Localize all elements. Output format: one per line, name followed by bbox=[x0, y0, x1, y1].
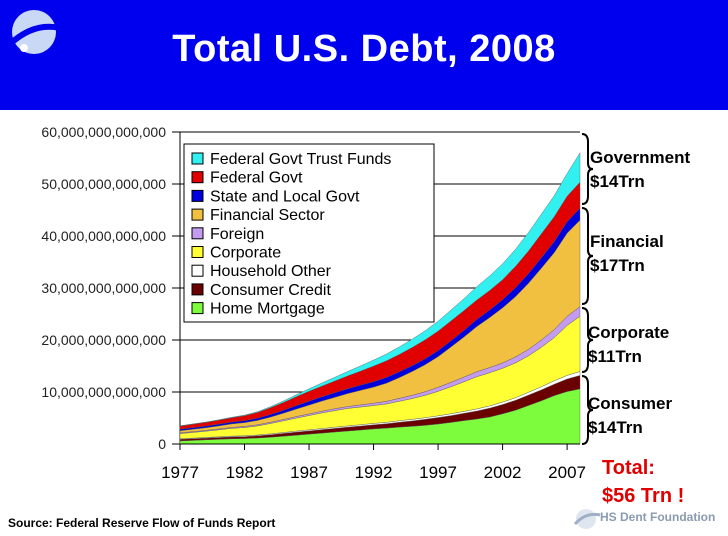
legend-swatch bbox=[191, 171, 204, 184]
annotation-consumer-value: $14Trn bbox=[588, 418, 643, 437]
legend-swatch bbox=[191, 283, 204, 296]
y-axis: 60,000,000,000,000 50,000,000,000,000 40,0… bbox=[41, 124, 181, 452]
foundation-brand: HS Dent Foundation bbox=[600, 510, 716, 524]
brace bbox=[581, 375, 594, 445]
legend-swatch bbox=[191, 246, 204, 258]
series-areas bbox=[179, 152, 581, 445]
annotation-government-label: Government bbox=[590, 148, 691, 167]
y-tick-label: 60,000,000,000,000 bbox=[41, 124, 166, 140]
brace bbox=[581, 133, 594, 205]
legend: Federal Govt Trust Funds Federal GovtStat… bbox=[183, 143, 435, 323]
annotation-total: Total: $56 Trn ! bbox=[602, 454, 684, 510]
y-tick-label: 30,000,000,000,000 bbox=[41, 280, 166, 296]
stacked-area-chart: 60,000,000,000,000 50,000,000,000,000 40,0… bbox=[41, 124, 594, 482]
brace bbox=[581, 307, 594, 373]
annotation-government: Government $14Trn bbox=[590, 146, 690, 194]
annotation-corporate-label: Corporate bbox=[588, 323, 670, 342]
annotation-consumer: Consumer $14Trn bbox=[588, 392, 672, 440]
y-tick-label: 40,000,000,000,000 bbox=[41, 228, 166, 244]
annotation-corporate-value: $11Trn bbox=[588, 347, 642, 366]
annotation-financial: Financial $17Trn bbox=[590, 230, 664, 278]
annotation-corporate: Corporate $11Trn bbox=[588, 321, 669, 369]
legend-label: Household Other bbox=[210, 263, 332, 280]
annotation-total-label: Total: bbox=[602, 457, 655, 479]
y-tick-label: 0 bbox=[158, 436, 166, 452]
brace bbox=[581, 207, 594, 305]
legend-label: Federal Govt Trust Funds bbox=[210, 151, 391, 168]
y-tick-label: 50,000,000,000,000 bbox=[41, 176, 166, 192]
x-tick-label: 1977 bbox=[161, 463, 199, 482]
x-tick-label: 1982 bbox=[226, 463, 264, 482]
legend-label: Consumer Credit bbox=[210, 282, 331, 299]
annotation-financial-value: $17Trn bbox=[590, 256, 645, 275]
legend-swatch bbox=[191, 302, 204, 315]
legend-label: State and Local Govt bbox=[210, 188, 360, 205]
legend-label: Corporate bbox=[210, 245, 281, 262]
legend-label: Financial Sector bbox=[210, 207, 325, 224]
swoosh-logo-icon bbox=[7, 10, 61, 54]
braces bbox=[581, 133, 594, 445]
foundation-logo-icon bbox=[573, 509, 601, 529]
x-axis: 1977 1982 1987 1992 1997 2002 2007 bbox=[161, 443, 586, 482]
annotation-consumer-label: Consumer bbox=[588, 394, 673, 413]
legend-label: Federal Govt bbox=[210, 170, 303, 187]
area-federal-govt-trust-funds bbox=[179, 152, 581, 427]
legend-label: Foreign bbox=[210, 226, 264, 243]
y-tick-label: 20,000,000,000,000 bbox=[41, 332, 166, 348]
legend-swatch bbox=[191, 152, 204, 165]
legend-swatch bbox=[191, 189, 204, 202]
page-title: Total U.S. Debt, 2008 bbox=[172, 28, 556, 70]
source-note: Source: Federal Reserve Flow of Funds Re… bbox=[8, 516, 276, 530]
x-tick-label: 2007 bbox=[548, 463, 586, 482]
annotation-government-value: $14Trn bbox=[590, 172, 645, 191]
legend-swatch bbox=[191, 227, 204, 240]
x-tick-label: 1997 bbox=[419, 463, 457, 482]
legend-swatch bbox=[191, 208, 204, 221]
legend-swatch bbox=[191, 264, 204, 277]
x-tick-label: 2002 bbox=[484, 463, 522, 482]
y-tick-label: 10,000,000,000,000 bbox=[41, 384, 166, 400]
x-tick-label: 1992 bbox=[355, 463, 393, 482]
annotation-financial-label: Financial bbox=[590, 232, 664, 251]
x-tick-label: 1987 bbox=[290, 463, 328, 482]
legend-box bbox=[183, 143, 435, 323]
annotation-total-value: $56 Trn ! bbox=[602, 485, 685, 507]
title-banner: Total U.S. Debt, 2008 bbox=[0, 0, 728, 110]
legend-label: Home Mortgage bbox=[210, 301, 325, 318]
